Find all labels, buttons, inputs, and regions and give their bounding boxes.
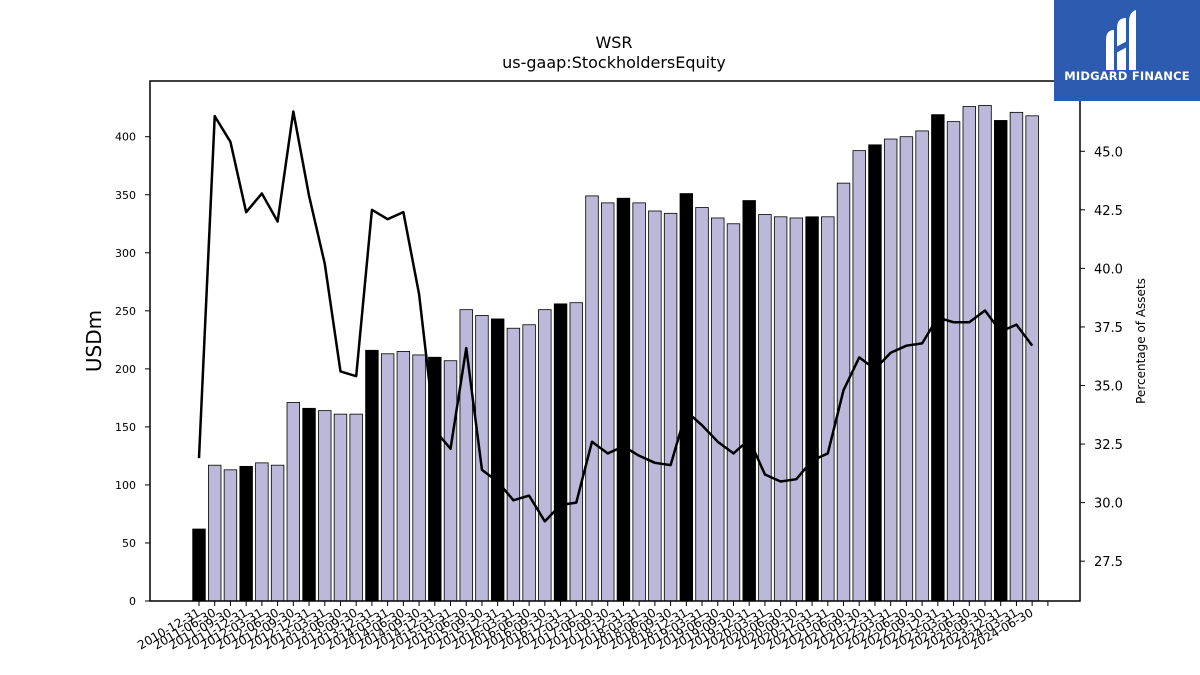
bar (663, 212, 678, 602)
bar (742, 200, 756, 602)
y-tick-label: 100 (115, 479, 136, 492)
y-tick-label: 200 (115, 363, 136, 376)
y2-tick-label: 27.5 (1094, 555, 1123, 570)
bar (1025, 115, 1039, 602)
bar (946, 121, 961, 602)
right-axis: 27.5 30.0 32.5 35.0 37.5 40.0 42.5 45.0 (1080, 145, 1123, 570)
y-tick-label: 50 (122, 537, 136, 550)
bar (255, 462, 269, 602)
y2-tick-label: 30.0 (1094, 497, 1123, 512)
bar (616, 197, 631, 602)
y-tick-label: 150 (115, 421, 136, 434)
y-tick-label: 250 (115, 305, 136, 318)
bar (726, 223, 741, 602)
bar (412, 354, 426, 602)
bar (208, 464, 222, 602)
bar (915, 130, 929, 602)
bar (978, 104, 992, 602)
chart-title: WSR (595, 33, 632, 52)
percentage-of-assets-line (197, 110, 1034, 523)
bar (365, 349, 379, 602)
bar (318, 410, 332, 602)
line-series (197, 110, 1034, 523)
bar (883, 138, 898, 602)
brand-name: MIDGARD FINANCE (1064, 69, 1190, 83)
y-axis-label: USDm (82, 310, 106, 372)
bar (994, 120, 1008, 602)
bar (821, 216, 835, 602)
bar (223, 469, 238, 602)
y2-tick-label: 32.5 (1094, 438, 1123, 453)
y2-tick-label: 40.0 (1094, 262, 1123, 277)
bar (648, 210, 662, 602)
bar (569, 302, 583, 602)
bar (538, 309, 552, 602)
bar (396, 351, 411, 602)
bar (805, 216, 819, 602)
y2-tick-label: 42.5 (1094, 204, 1123, 219)
bar (239, 465, 253, 602)
bar-series (192, 104, 1039, 602)
bar (380, 353, 395, 602)
y-tick-label: 300 (115, 247, 136, 260)
plot-frame (149, 80, 1081, 602)
bar (585, 195, 599, 602)
y2-tick-label: 37.5 (1094, 321, 1123, 336)
bar (522, 324, 536, 602)
bar (1009, 111, 1024, 602)
bar (632, 202, 646, 602)
bar (553, 303, 568, 602)
bar (931, 114, 945, 602)
bar (679, 193, 694, 602)
bar (270, 464, 285, 602)
y-tick-label: 350 (115, 189, 136, 202)
chart-subtitle: us-gaap:StockholdersEquity (502, 53, 726, 72)
bar (286, 402, 301, 602)
bar (868, 144, 882, 602)
bar (773, 216, 788, 602)
bar (852, 150, 866, 602)
bar (333, 413, 348, 602)
y2-axis-label: Percentage of Assets (1134, 278, 1148, 404)
bar (711, 217, 725, 602)
y-tick-label: 400 (115, 131, 136, 144)
bar (601, 202, 615, 602)
midgard-m-logo-icon (1106, 10, 1136, 70)
bar (789, 217, 804, 602)
bar (490, 318, 505, 602)
bar (443, 360, 458, 602)
bar (758, 214, 772, 602)
bar (962, 106, 976, 602)
bar (695, 207, 709, 602)
y2-tick-label: 45.0 (1094, 145, 1123, 160)
bar (349, 413, 363, 602)
bar (192, 528, 206, 602)
brand-logo: MIDGARD FINANCE (1054, 0, 1200, 101)
y-tick-label: 0 (129, 595, 136, 608)
bar (506, 327, 521, 602)
bar (475, 315, 489, 602)
left-axis: 0 50 100 150 200 250 300 350 400 (115, 131, 150, 608)
bar (899, 136, 914, 602)
x-axis: 2010-12-312011-06-302011-09-302011-12-31… (135, 601, 1049, 652)
y2-tick-label: 35.0 (1094, 380, 1123, 395)
bar (302, 407, 316, 602)
